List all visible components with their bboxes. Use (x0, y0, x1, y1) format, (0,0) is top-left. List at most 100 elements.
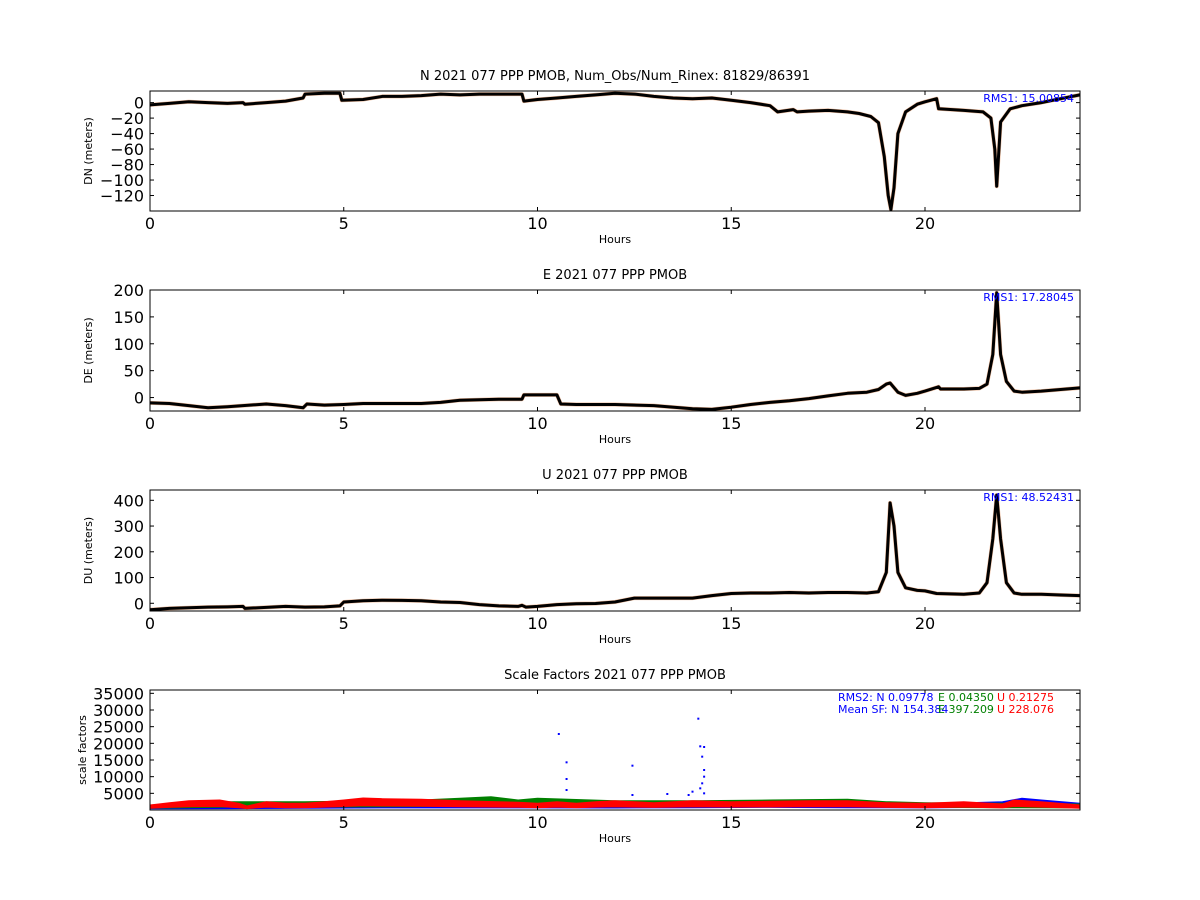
y-tick-label: 15000 (93, 751, 144, 770)
scatter-point (703, 746, 706, 748)
x-tick-label: 0 (145, 414, 155, 433)
y-axis-label: DE (meters) (82, 317, 95, 383)
x-tick-label: 0 (145, 813, 155, 832)
x-tick-label: 5 (339, 214, 349, 233)
x-tick-label: 15 (721, 813, 741, 832)
series-line (150, 291, 1080, 411)
y-tick-label: 400 (113, 491, 144, 510)
y-tick-label: 150 (113, 308, 144, 327)
stats-annotation: Mean SF: N 154.384 (838, 703, 948, 716)
x-tick-label: 10 (527, 813, 547, 832)
x-tick-label: 10 (527, 214, 547, 233)
x-axis-label: Hours (599, 233, 631, 246)
y-tick-label: 200 (113, 543, 144, 562)
y-tick-label: −40 (110, 125, 144, 144)
x-tick-label: 15 (721, 414, 741, 433)
scatter-point (565, 789, 568, 791)
axes-frame (149, 489, 1081, 612)
scatter-point (701, 782, 704, 785)
y-tick-label: 0 (134, 94, 144, 113)
y-axis-label: DN (meters) (82, 117, 95, 185)
chart-title: E 2021 077 PPP PMOB (543, 268, 687, 283)
chart-title: N 2021 077 PPP PMOB, Num_Obs/Num_Rinex: … (420, 69, 810, 84)
axes-frame (149, 90, 1081, 212)
scatter-point (631, 794, 634, 796)
x-tick-label: 0 (145, 214, 155, 233)
y-tick-label: 0 (134, 389, 144, 408)
x-tick-label: 5 (339, 813, 349, 832)
axes-frame (149, 289, 1081, 412)
x-tick-label: 5 (339, 414, 349, 433)
scatter-point (703, 769, 706, 771)
x-axis-label: Hours (599, 633, 631, 646)
x-tick-label: 20 (915, 813, 935, 832)
y-tick-label: −120 (100, 187, 144, 206)
scatter-point (701, 755, 704, 758)
x-tick-label: 20 (915, 614, 935, 633)
y-tick-label: −100 (100, 171, 144, 190)
scatter-point (691, 790, 694, 793)
x-tick-label: 5 (339, 614, 349, 633)
chart-title: Scale Factors 2021 077 PPP PMOB (504, 668, 726, 683)
scatter-point (697, 717, 700, 720)
plot-area (150, 493, 1080, 611)
y-tick-label: 50 (124, 362, 144, 381)
series-error-trace (150, 290, 1080, 411)
scatter-point (565, 778, 568, 780)
scatter-point (703, 792, 706, 795)
axes-frame (149, 689, 1081, 811)
series-line (150, 493, 1080, 611)
y-tick-label: 30000 (93, 701, 144, 720)
y-tick-label: 100 (113, 569, 144, 588)
x-tick-label: 20 (915, 414, 935, 433)
x-axis-label: Hours (599, 433, 631, 446)
y-tick-label: −20 (110, 109, 144, 128)
scatter-band (150, 797, 1080, 810)
y-tick-label: 10000 (93, 768, 144, 787)
series-error-trace (150, 91, 1080, 211)
stats-annotation: U 0.21275 (997, 691, 1054, 704)
scatter-point (699, 787, 702, 790)
x-tick-label: 15 (721, 614, 741, 633)
rms-annotation: RMS1: 17.28045 (983, 291, 1074, 304)
x-tick-label: 15 (721, 214, 741, 233)
stats-annotation: E 397.209 (938, 703, 994, 716)
panel-4: 0 5 10 15 20 50001000015000200002500030000350… (76, 668, 1081, 845)
plot-area (150, 717, 1080, 810)
scatter-point (557, 733, 560, 735)
y-tick-label: 300 (113, 517, 144, 536)
y-tick-label: −60 (110, 140, 144, 159)
rms-annotation: RMS1: 48.52431 (983, 491, 1074, 504)
y-tick-label: −80 (110, 156, 144, 175)
y-tick-label: 100 (113, 335, 144, 354)
y-tick-label: 20000 (93, 734, 144, 753)
scatter-point (687, 794, 690, 796)
x-tick-label: 0 (145, 614, 155, 633)
rms-annotation: RMS1: 15.00854 (983, 92, 1074, 105)
x-tick-label: 10 (527, 414, 547, 433)
scatter-point (699, 745, 702, 748)
scatter-point (631, 764, 634, 767)
y-tick-label: 25000 (93, 718, 144, 737)
y-tick-label: 5000 (103, 784, 144, 803)
y-tick-label: 35000 (93, 684, 144, 703)
x-tick-label: 20 (915, 214, 935, 233)
y-axis-label: scale factors (76, 715, 89, 785)
y-axis-label: DU (meters) (82, 517, 95, 584)
plot-area (150, 91, 1080, 211)
scatter-point (666, 793, 669, 795)
series-line (150, 91, 1080, 211)
stats-annotation: E 0.04350 (938, 691, 994, 704)
y-tick-label: 200 (113, 281, 144, 300)
stats-annotation: U 228.076 (997, 703, 1054, 716)
scatter-point (703, 775, 706, 778)
y-tick-label: 0 (134, 594, 144, 613)
chart-title: U 2021 077 PPP PMOB (542, 468, 688, 483)
plot-area (150, 290, 1080, 411)
x-axis-label: Hours (599, 832, 631, 845)
scatter-point (565, 761, 568, 764)
